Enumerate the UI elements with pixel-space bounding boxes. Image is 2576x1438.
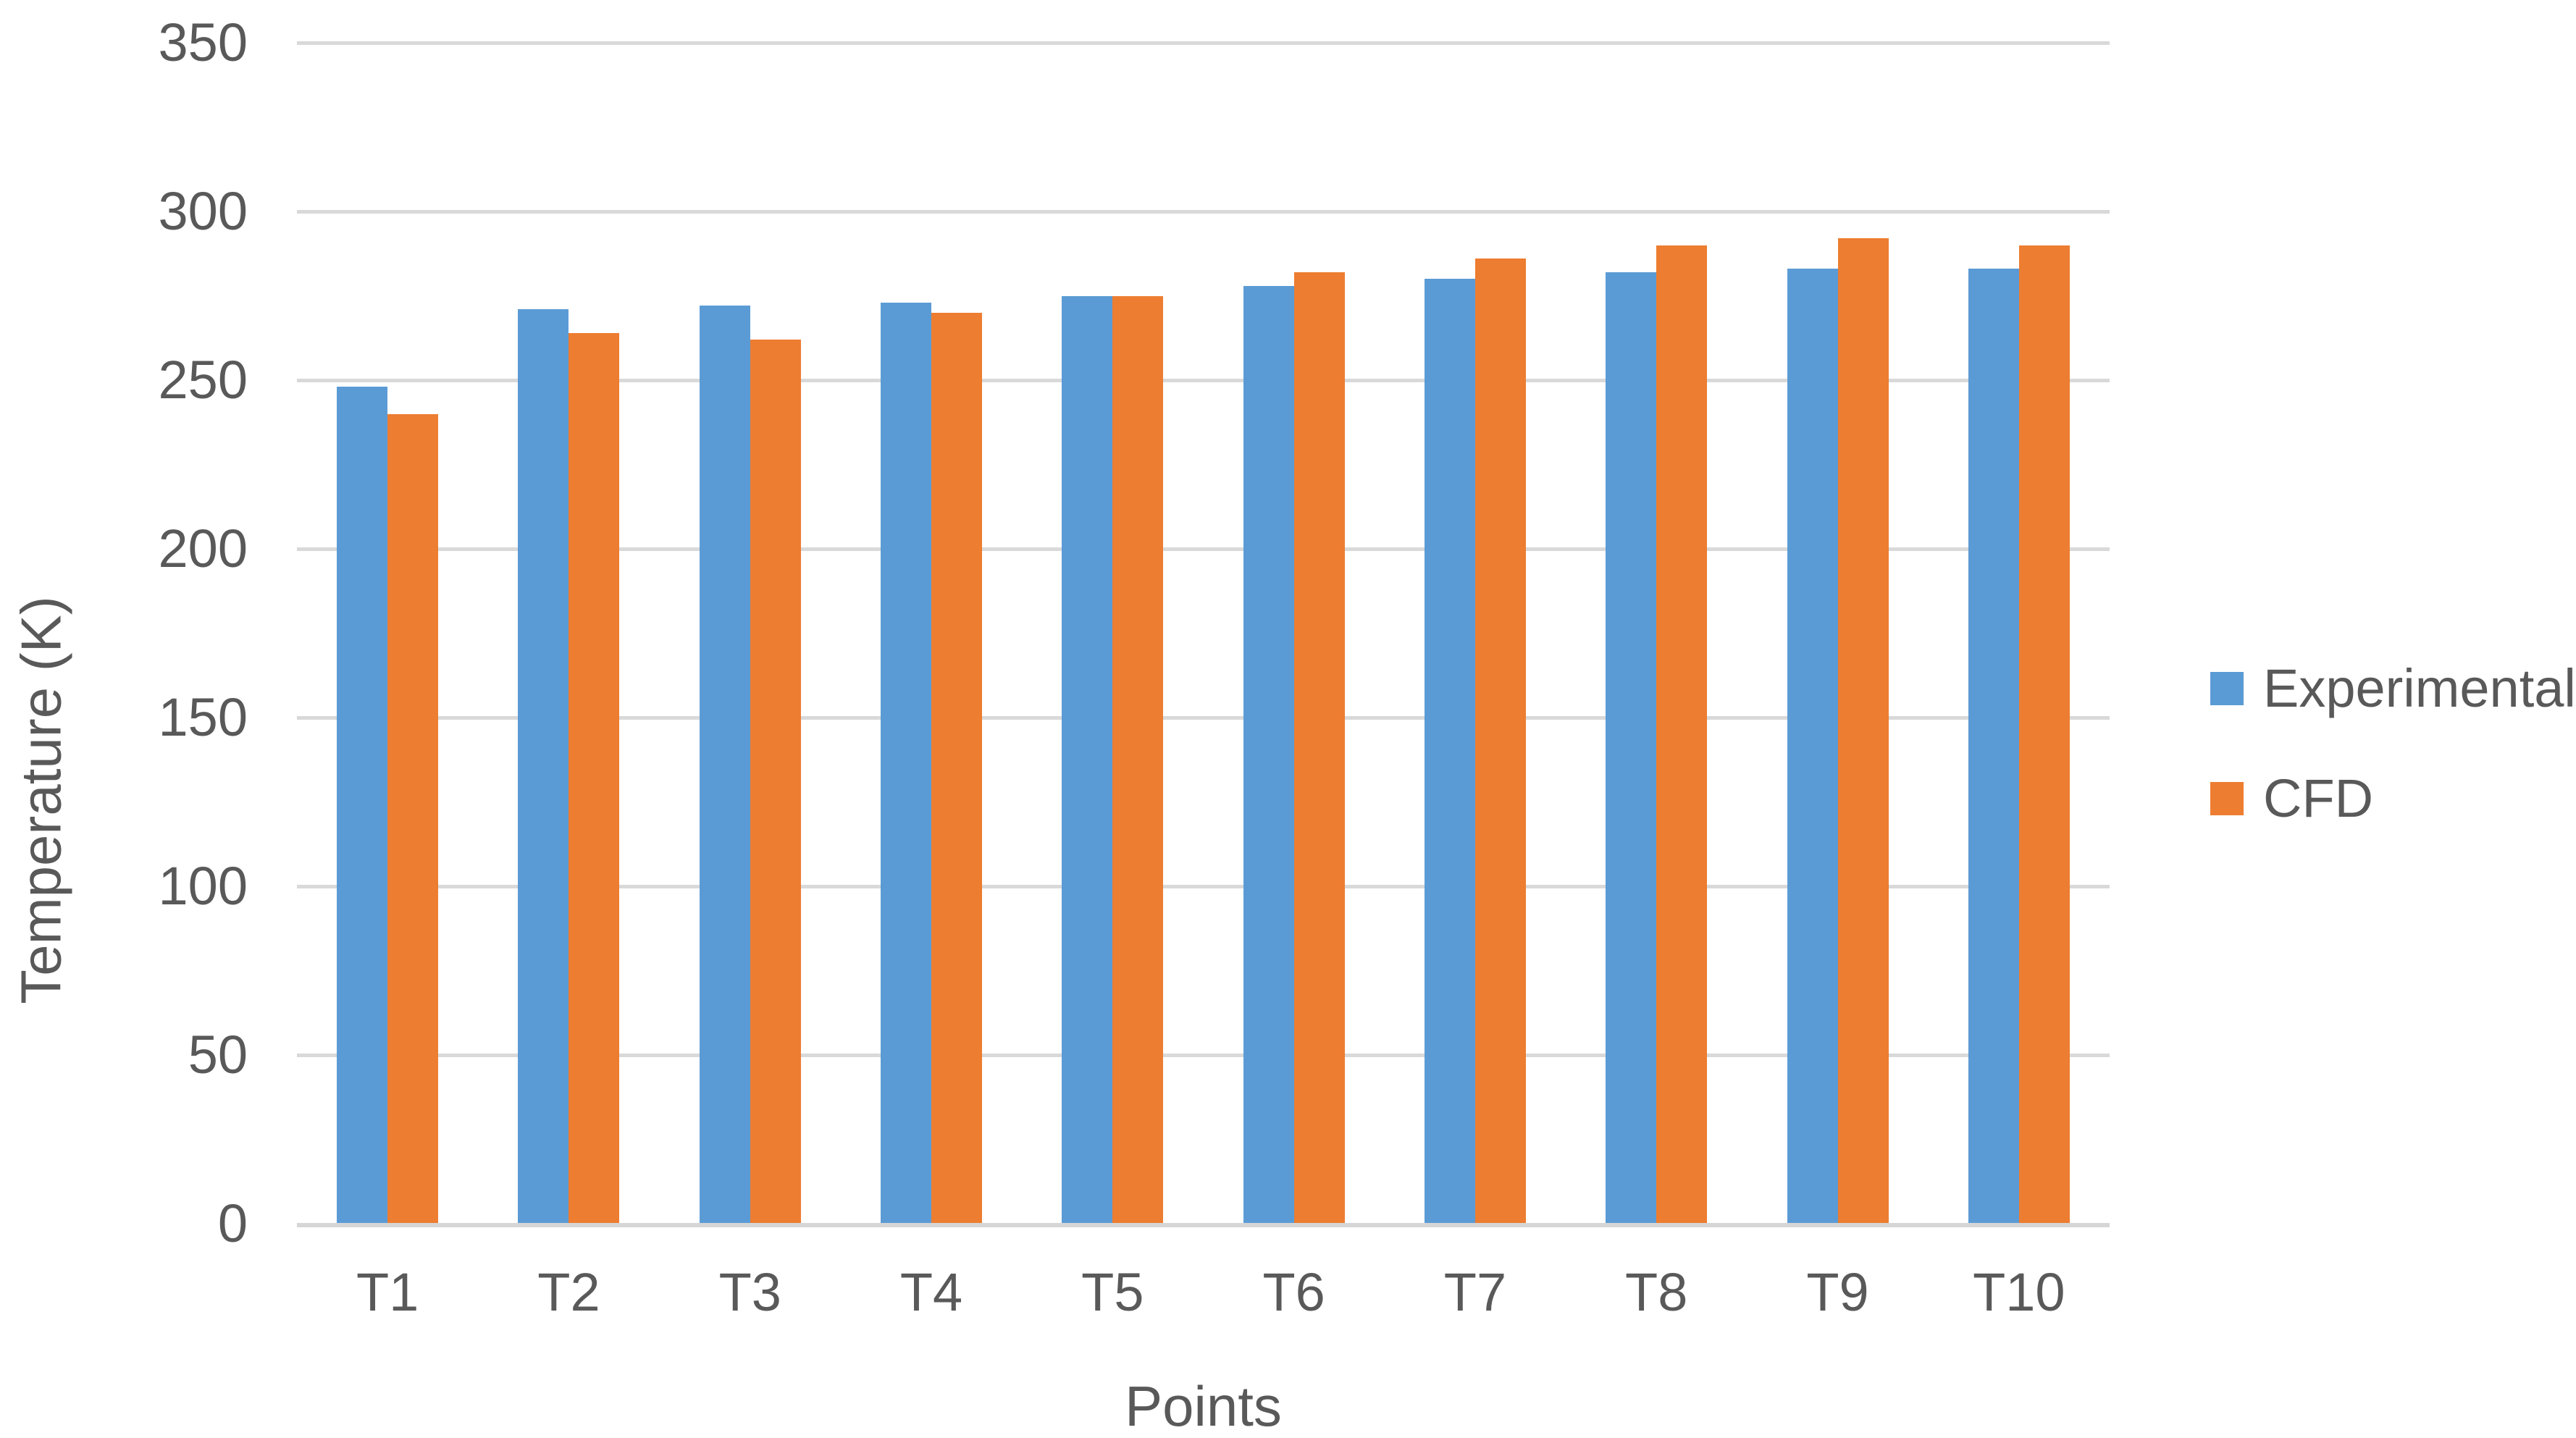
x-tick-label: T6	[1262, 1262, 1325, 1322]
x-tick-label: T2	[537, 1262, 600, 1322]
x-tick-label: T1	[356, 1262, 419, 1322]
category-group-t3: T3	[660, 43, 841, 1319]
x-tick-label: T3	[718, 1262, 781, 1322]
bar-cfd-t4	[931, 312, 983, 1224]
x-axis-line	[297, 1223, 2110, 1227]
bar-experimental-t7	[1424, 279, 1475, 1224]
gridline	[297, 885, 2110, 888]
bar-experimental-t6	[1243, 285, 1294, 1224]
gridline	[297, 547, 2110, 551]
y-axis-tick-labels: 0 50 100 150 200 250 300 350	[0, 16, 248, 1250]
bar-cfd-t2	[569, 332, 620, 1224]
y-tick-label: 250	[158, 350, 248, 410]
y-tick-label: 350	[158, 12, 248, 72]
gridline	[297, 41, 2110, 45]
x-tick-label: T4	[899, 1262, 963, 1322]
legend-swatch-experimental	[2210, 672, 2244, 705]
gridline	[297, 716, 2110, 720]
y-tick-label: 100	[158, 856, 248, 916]
category-group-t9: T9	[1747, 43, 1928, 1319]
y-tick-label: 200	[158, 518, 248, 579]
bar-experimental-t10	[1968, 269, 2019, 1224]
plot-area: T1 T2 T3 T4 T5 T6 T7 T8 T9 T10	[297, 41, 2110, 1319]
bar-experimental-t5	[1062, 295, 1113, 1224]
bar-cfd-t6	[1293, 272, 1345, 1224]
gridline	[297, 1054, 2110, 1057]
bar-cfd-t9	[1837, 238, 1889, 1224]
gridline	[297, 210, 2110, 214]
category-group-t1: T1	[297, 43, 478, 1319]
bar-groups: T1 T2 T3 T4 T5 T6 T7 T8 T9 T10	[297, 43, 2110, 1319]
legend: Experimental CFD	[2210, 662, 2576, 825]
category-group-t6: T6	[1203, 43, 1384, 1319]
x-tick-label: T7	[1443, 1262, 1507, 1322]
bar-experimental-t8	[1606, 272, 1657, 1224]
x-tick-label: T8	[1625, 1262, 1688, 1322]
category-group-t5: T5	[1022, 43, 1203, 1319]
bar-experimental-t2	[518, 309, 569, 1224]
category-group-t10: T10	[1929, 43, 2110, 1319]
bar-cfd-t5	[1112, 295, 1164, 1224]
y-tick-label: 300	[158, 181, 248, 241]
x-tick-label: T10	[1973, 1262, 2065, 1322]
legend-item-experimental: Experimental	[2210, 662, 2576, 715]
bar-cfd-t3	[750, 340, 801, 1224]
bar-cfd-t7	[1474, 258, 1526, 1224]
y-tick-label: 150	[158, 687, 248, 747]
bar-experimental-t3	[699, 306, 750, 1224]
bar-experimental-t1	[337, 387, 388, 1224]
category-group-t8: T8	[1566, 43, 1747, 1319]
category-group-t2: T2	[478, 43, 659, 1319]
y-tick-label: 50	[188, 1025, 248, 1085]
category-group-t7: T7	[1385, 43, 1566, 1319]
bar-experimental-t9	[1787, 269, 1838, 1224]
bar-cfd-t1	[387, 413, 439, 1224]
x-tick-label: T9	[1806, 1262, 1869, 1322]
category-group-t4: T4	[841, 43, 1022, 1319]
bar-cfd-t8	[1656, 245, 1708, 1224]
legend-swatch-cfd	[2210, 782, 2244, 815]
x-tick-label: T5	[1081, 1262, 1144, 1322]
gridline	[297, 379, 2110, 382]
x-axis-title: Points	[1125, 1374, 1282, 1438]
legend-item-cfd: CFD	[2210, 772, 2576, 825]
bar-cfd-t10	[2018, 245, 2070, 1224]
bar-experimental-t4	[881, 302, 932, 1224]
y-tick-label: 0	[217, 1193, 248, 1253]
legend-label: Experimental	[2263, 658, 2576, 718]
legend-label: CFD	[2263, 768, 2374, 828]
